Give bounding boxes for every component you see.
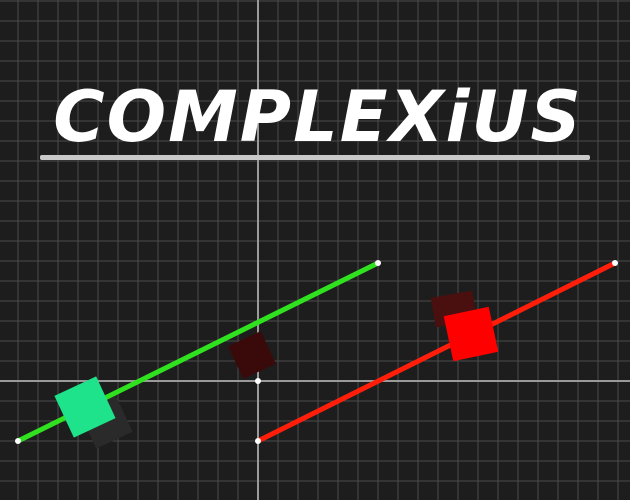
title-underline <box>40 155 590 160</box>
red-line <box>255 260 618 444</box>
origin-dot <box>255 378 261 384</box>
red-line-end-dot[interactable] <box>612 260 618 266</box>
title-banner: COMPLEXiUS <box>0 0 630 170</box>
red-line-start-dot[interactable] <box>255 438 261 444</box>
green-line-start-dot[interactable] <box>15 438 21 444</box>
red-block[interactable] <box>443 306 499 362</box>
game-title: COMPLEXiUS <box>53 76 583 158</box>
dark-red-block <box>228 331 276 379</box>
green-line-end-dot[interactable] <box>375 260 381 266</box>
green-block[interactable] <box>54 376 116 438</box>
